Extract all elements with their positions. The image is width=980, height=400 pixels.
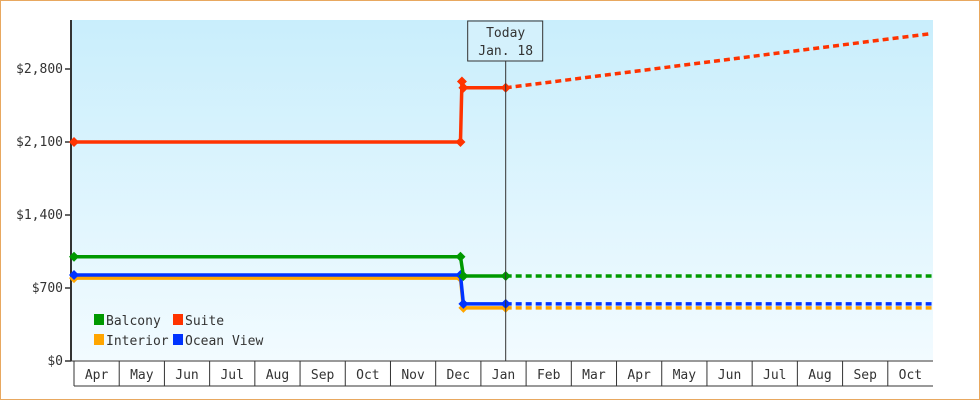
ocean-view-point xyxy=(458,298,469,309)
balcony-point xyxy=(455,251,466,262)
x-tick-label: Jan xyxy=(492,368,515,383)
ocean-view-point xyxy=(69,269,79,280)
legend-swatch xyxy=(94,314,104,325)
x-tick-label: Jun xyxy=(718,368,741,383)
y-tick-label: $2,800 xyxy=(16,62,63,77)
balcony-line xyxy=(74,254,506,278)
x-tick-label: Feb xyxy=(537,368,561,383)
x-tick-label: Aug xyxy=(266,368,289,383)
x-tick-label: Mar xyxy=(582,368,606,383)
y-tick-label: $2,100 xyxy=(16,135,63,150)
x-tick-label: Sep xyxy=(311,368,335,383)
x-tick-label: Nov xyxy=(401,368,425,383)
balcony-point xyxy=(458,271,469,282)
suite-forecast-line xyxy=(505,31,932,90)
x-tick-label: Jul xyxy=(220,368,243,383)
legend-swatch xyxy=(94,334,104,345)
x-tick-label: Oct xyxy=(899,368,922,383)
y-tick-label: $700 xyxy=(32,281,63,296)
legend-label: Ocean View xyxy=(185,334,263,349)
suite-point xyxy=(455,137,466,147)
x-tick-label: Apr xyxy=(627,368,651,383)
legend-swatch xyxy=(173,334,183,345)
today-label: Today xyxy=(486,26,525,41)
legend-label: Balcony xyxy=(106,314,161,329)
legend-swatch xyxy=(173,314,183,325)
x-tick-label: Jun xyxy=(175,368,198,383)
legend-label: Suite xyxy=(185,314,224,329)
x-tick-label: Jul xyxy=(763,368,786,383)
x-tick-label: May xyxy=(130,368,154,383)
x-tick-label: Oct xyxy=(356,368,379,383)
x-tick-label: Sep xyxy=(853,368,877,383)
suite-point xyxy=(458,82,469,93)
y-tick-label: $1,400 xyxy=(16,208,63,223)
x-tick-label: May xyxy=(673,368,697,383)
balcony-point xyxy=(69,251,79,262)
ocean-view-line xyxy=(74,273,506,306)
x-tick-label: Aug xyxy=(808,368,831,383)
suite-point xyxy=(69,137,79,147)
x-tick-label: Apr xyxy=(85,368,109,383)
legend-label: Interior xyxy=(106,334,169,349)
x-tick-label: Dec xyxy=(447,368,470,383)
today-date: Jan. 18 xyxy=(478,44,533,59)
today-box xyxy=(467,20,544,62)
y-tick-label: $0 xyxy=(47,354,63,369)
